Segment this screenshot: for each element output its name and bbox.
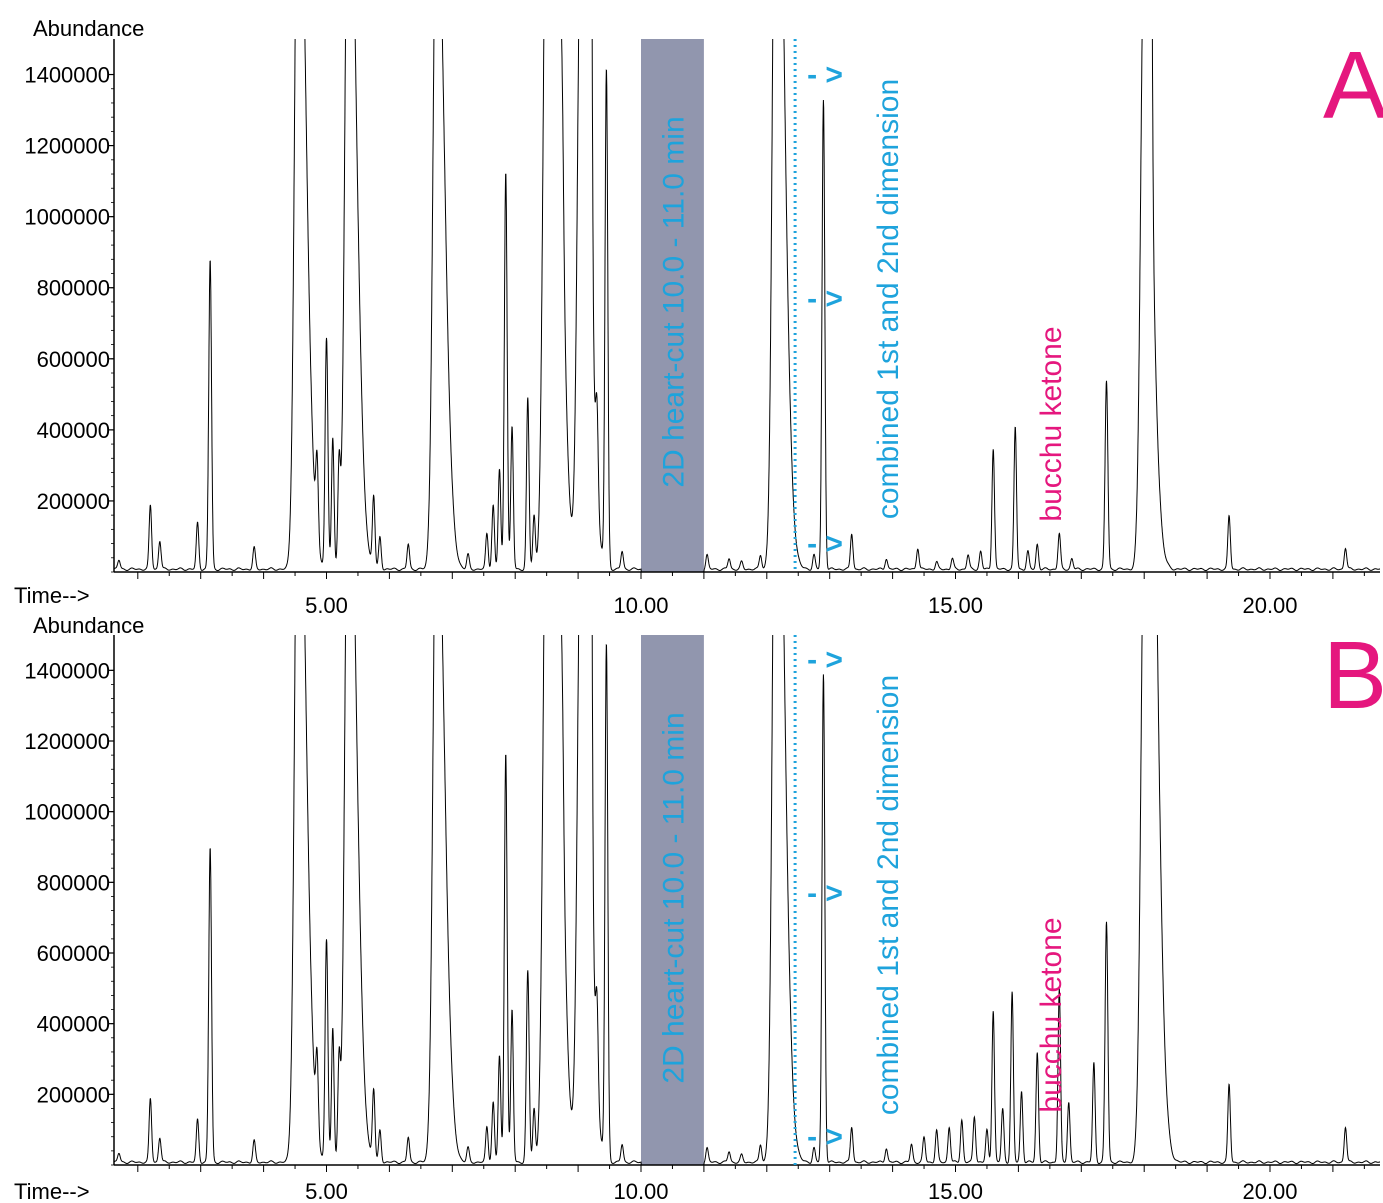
heart-cut-region (641, 39, 704, 572)
y-axis-title: Abundance (33, 16, 144, 41)
dimension-label: combined 1st and 2nd dimension (872, 675, 905, 1115)
y-tick-label: 800000 (37, 870, 110, 895)
heart-cut-label: 2D heart-cut 10.0 - 11.0 min (657, 116, 690, 487)
y-tick-label: 600000 (37, 941, 110, 966)
y-tick-label: 400000 (37, 418, 110, 443)
y-axis-title: Abundance (33, 613, 144, 638)
panel-label: B (1323, 622, 1383, 729)
arrow-marker: - > (807, 1121, 843, 1154)
x-axis-title: Time--> (14, 1179, 90, 1203)
y-tick-label: 1400000 (24, 658, 110, 683)
arrow-marker: - > (807, 282, 843, 315)
x-tick-label: 5.00 (305, 1179, 348, 1203)
heart-cut-region (641, 635, 704, 1165)
x-tick-label: 15.00 (928, 593, 983, 618)
chart-panel-a: 200000 400000 600000 800000 1000000 1200000 14… (14, 16, 1383, 618)
y-tick-label: 1000000 (24, 205, 110, 230)
arrow-marker: - > (807, 877, 843, 910)
y-tick-label: 1200000 (24, 729, 110, 754)
dimension-label: combined 1st and 2nd dimension (872, 79, 905, 519)
y-tick-label: 1200000 (24, 134, 110, 159)
y-tick-label: 800000 (37, 276, 110, 301)
panel-label: A (1323, 32, 1383, 139)
chromatogram-trace (114, 39, 1380, 572)
y-tick-label: 1400000 (24, 63, 110, 88)
y-tick-label: 600000 (37, 347, 110, 372)
y-tick-label: 1000000 (24, 800, 110, 825)
x-tick-label: 15.00 (928, 1179, 983, 1203)
arrow-marker: - > (807, 59, 843, 92)
chromatogram-trace (114, 635, 1380, 1165)
heart-cut-label: 2D heart-cut 10.0 - 11.0 min (657, 712, 690, 1083)
x-tick-label: 20.00 (1242, 593, 1297, 618)
x-tick-label: 10.00 (613, 593, 668, 618)
bucchu-ketone-label: bucchu ketone (1035, 917, 1068, 1112)
y-tick-label: 200000 (37, 1082, 110, 1107)
x-tick-label: 20.00 (1242, 1179, 1297, 1203)
y-tick-label: 200000 (37, 489, 110, 514)
arrow-marker: - > (807, 644, 843, 677)
y-tick-label: 400000 (37, 1012, 110, 1037)
chart-panel-b: 200000 400000 600000 800000 1000000 1200000 14… (14, 613, 1383, 1203)
x-tick-label: 10.00 (613, 1179, 668, 1203)
x-tick-label: 5.00 (305, 593, 348, 618)
bucchu-ketone-label: bucchu ketone (1035, 326, 1068, 521)
arrow-marker: - > (807, 528, 843, 561)
x-axis-title: Time--> (14, 583, 90, 608)
